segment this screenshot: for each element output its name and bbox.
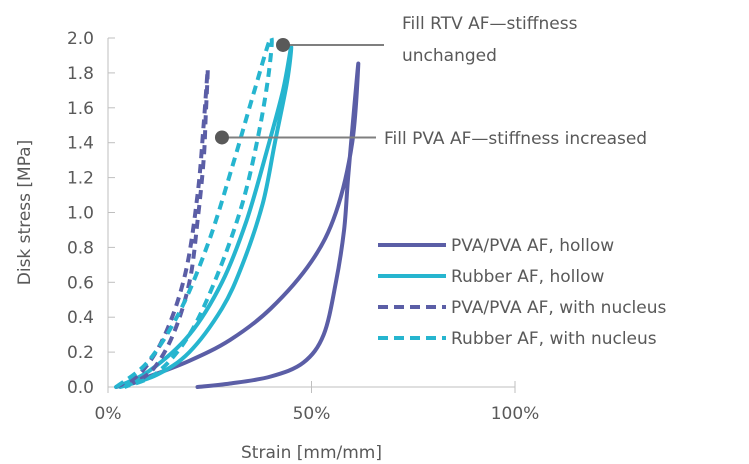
series-line-3 <box>115 67 210 389</box>
legend-label: PVA/PVA AF, hollow <box>451 236 614 256</box>
y-tick-label: 1.2 <box>67 169 94 189</box>
y-ticks: 0.0 0.2 0.4 0.6 0.8 1.0 1.2 1.4 1.6 1.8 2.0 <box>67 29 115 398</box>
axes: 0.0 0.2 0.4 0.6 0.8 1.0 1.2 1.4 1.6 1.8 2.0 0% 50% 1… <box>67 29 539 424</box>
x-tick-label: 50% <box>293 404 331 424</box>
annotation-marker <box>214 130 229 145</box>
legend-label: PVA/PVA AF, with nucleus <box>451 298 667 318</box>
annotation-text: unchanged <box>402 46 497 66</box>
y-tick-label: 2.0 <box>67 29 94 49</box>
y-tick-label: 0.2 <box>67 343 94 363</box>
x-axis-title: Strain [mm/mm] <box>241 443 382 463</box>
series-line-1 <box>114 61 361 389</box>
y-tick-label: 0.8 <box>67 238 94 258</box>
y-axis-title: Disk stress [MPa] <box>15 140 35 285</box>
series-line-4 <box>114 35 274 389</box>
annotations-group: Fill RTV AF—stiffness unchanged Fill PVA A… <box>214 14 647 149</box>
legend: PVA/PVA AF, hollow Rubber AF, hollow PVA/P… <box>378 236 667 349</box>
y-tick-label: 1.8 <box>67 64 94 84</box>
y-tick-label: 0.4 <box>67 308 94 328</box>
y-tick-label: 1.4 <box>67 134 94 154</box>
x-tick-label: 100% <box>491 404 540 424</box>
series-line-2 <box>114 44 294 389</box>
series-group <box>114 35 361 389</box>
y-tick-label: 0.0 <box>67 378 94 398</box>
y-tick-label: 1.6 <box>67 99 94 119</box>
legend-label: Rubber AF, with nucleus <box>451 329 657 349</box>
annotation-text: Fill PVA AF—stiffness increased <box>384 129 647 149</box>
y-tick-label: 0.6 <box>67 273 94 293</box>
y-tick-label: 1.0 <box>67 204 94 224</box>
annotation-marker <box>276 37 291 52</box>
x-tick-label: 0% <box>95 404 122 424</box>
legend-label: Rubber AF, hollow <box>451 267 604 287</box>
annotation-text: Fill RTV AF—stiffness <box>402 14 578 34</box>
x-ticks: 0% 50% 100% <box>95 381 540 424</box>
